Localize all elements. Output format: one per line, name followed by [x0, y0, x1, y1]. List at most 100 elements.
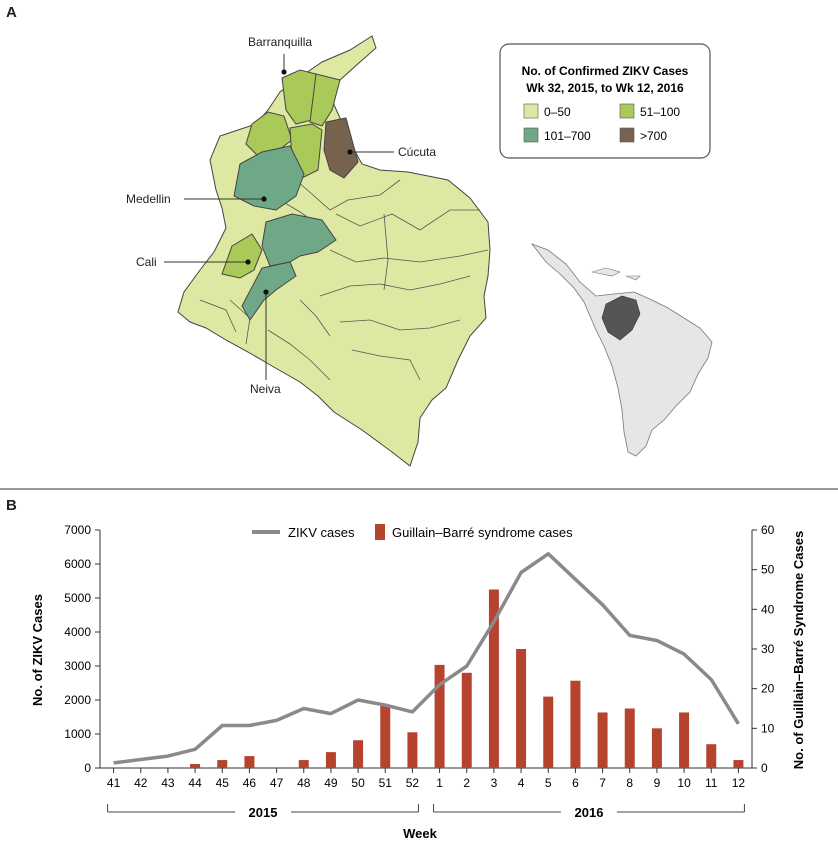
year-bracket-2016: 2016 — [433, 804, 745, 820]
week-tick-label: 46 — [243, 776, 257, 790]
map-legend: No. of Confirmed ZIKV Cases Wk 32, 2015,… — [499, 43, 711, 159]
week-tick-label: 8 — [626, 776, 633, 790]
departments-101-700 — [233, 145, 337, 321]
left-tick-label: 2000 — [64, 693, 91, 707]
gbs-bar — [298, 760, 309, 768]
city-label-cali: Cali — [136, 255, 157, 269]
left-tick-label: 6000 — [64, 557, 91, 571]
gbs-bar — [624, 708, 635, 768]
legend-label-above-700: >700 — [640, 129, 667, 143]
gbs-bar — [733, 760, 744, 768]
week-tick-label: 52 — [406, 776, 420, 790]
gbs-bar — [597, 712, 608, 768]
gbs-bar — [706, 744, 717, 768]
legend-label-51-100: 51–100 — [640, 105, 680, 119]
gbs-bar — [353, 740, 364, 768]
panel-a-letter: A — [6, 4, 17, 21]
legend-label-0-50: 0–50 — [544, 105, 571, 119]
week-tick-label: 44 — [188, 776, 202, 790]
left-axis-ticks: 0 1000 2000 3000 4000 5000 6000 7000 — [64, 523, 100, 775]
city-label-medellin: Medellin — [126, 192, 171, 206]
south-america-outline — [530, 243, 713, 457]
week-tick-label: 12 — [732, 776, 746, 790]
year-label: 2015 — [249, 805, 278, 820]
colombia-inset-highlight — [601, 295, 641, 341]
gbs-bar — [570, 680, 581, 768]
week-tick-label: 6 — [572, 776, 579, 790]
legend-label-gbs: Guillain–Barré syndrome cases — [392, 525, 573, 540]
week-tick-label: 41 — [107, 776, 121, 790]
gbs-bar — [325, 752, 336, 768]
caribbean-islands — [591, 267, 641, 281]
gbs-bar — [679, 712, 690, 768]
legend-label-101-700: 101–700 — [544, 129, 591, 143]
gbs-bar — [217, 760, 228, 768]
gbs-bar — [434, 664, 445, 768]
gbs-bar — [244, 756, 255, 768]
left-axis-label: No. of ZIKV Cases — [30, 594, 45, 706]
year-brackets: 2015 2016 — [107, 804, 745, 820]
zikv-gbs-chart: 0 1000 2000 3000 4000 5000 6000 7000 0 10 20 30 40 5… — [30, 523, 806, 841]
right-axis-ticks: 0 10 20 30 40 50 60 — [752, 523, 775, 775]
week-tick-label: 51 — [379, 776, 393, 790]
zikv-line — [113, 552, 740, 765]
week-tick-label: 45 — [216, 776, 230, 790]
chart-legend: ZIKV cases Guillain–Barré syndrome cases — [252, 524, 573, 540]
right-axis-label: No. of Guillain–Barré Syndrome Cases — [791, 531, 806, 769]
right-tick-label: 20 — [761, 682, 775, 696]
left-tick-label: 4000 — [64, 625, 91, 639]
left-tick-label: 5000 — [64, 591, 91, 605]
right-tick-label: 0 — [761, 761, 768, 775]
legend-swatch-above-700 — [619, 127, 635, 143]
city-label-neiva: Neiva — [250, 382, 281, 396]
gbs-bar — [380, 704, 391, 768]
year-bracket-2015: 2015 — [107, 804, 419, 820]
legend-swatch-0-50 — [523, 103, 539, 119]
legend-title-line1: No. of Confirmed ZIKV Cases — [522, 64, 689, 78]
week-tick-label: 4 — [518, 776, 525, 790]
week-tick-label: 9 — [654, 776, 661, 790]
panel-divider — [0, 488, 838, 490]
colombia-map: Barranquilla Cúcuta Medellin Cali Neiva … — [126, 35, 713, 467]
city-leader-lines — [164, 54, 394, 380]
gbs-bar — [407, 732, 418, 768]
left-tick-label: 0 — [84, 761, 91, 775]
right-tick-label: 60 — [761, 523, 775, 537]
year-label: 2016 — [575, 805, 604, 820]
week-tick-label: 3 — [491, 776, 498, 790]
week-tick-label: 11 — [705, 776, 718, 790]
left-tick-label: 1000 — [64, 727, 91, 741]
city-label-cucuta: Cúcuta — [398, 145, 436, 159]
city-dots — [245, 69, 353, 295]
gbs-bar — [461, 672, 472, 768]
city-label-barranquilla: Barranquilla — [248, 35, 312, 49]
x-axis-label: Week — [403, 826, 437, 841]
right-tick-label: 40 — [761, 602, 775, 616]
left-tick-label: 3000 — [64, 659, 91, 673]
week-tick-label: 42 — [134, 776, 148, 790]
legend-swatch-51-100 — [619, 103, 635, 119]
gbs-bar — [651, 728, 662, 768]
week-tick-label: 50 — [351, 776, 365, 790]
zikv-cases-line — [113, 552, 740, 765]
week-tick-label: 47 — [270, 776, 284, 790]
panel-b-letter: B — [6, 497, 17, 514]
south-america-inset — [530, 243, 713, 457]
right-tick-label: 50 — [761, 563, 775, 577]
week-tick-label: 48 — [297, 776, 311, 790]
gbs-bars — [190, 589, 744, 768]
gbs-bar — [543, 696, 554, 768]
right-tick-label: 30 — [761, 642, 775, 656]
department-above-700 — [323, 117, 359, 179]
legend-swatch-101-700 — [523, 127, 539, 143]
week-tick-label: 2 — [463, 776, 470, 790]
gbs-bar — [190, 764, 201, 768]
gbs-bar — [516, 649, 527, 768]
gbs-bar — [488, 589, 499, 768]
week-tick-label: 49 — [324, 776, 338, 790]
left-tick-label: 7000 — [64, 523, 91, 537]
departments-51-100 — [221, 69, 341, 279]
week-tick-label: 5 — [545, 776, 552, 790]
week-tick-label: 7 — [599, 776, 606, 790]
week-tick-label: 1 — [436, 776, 443, 790]
